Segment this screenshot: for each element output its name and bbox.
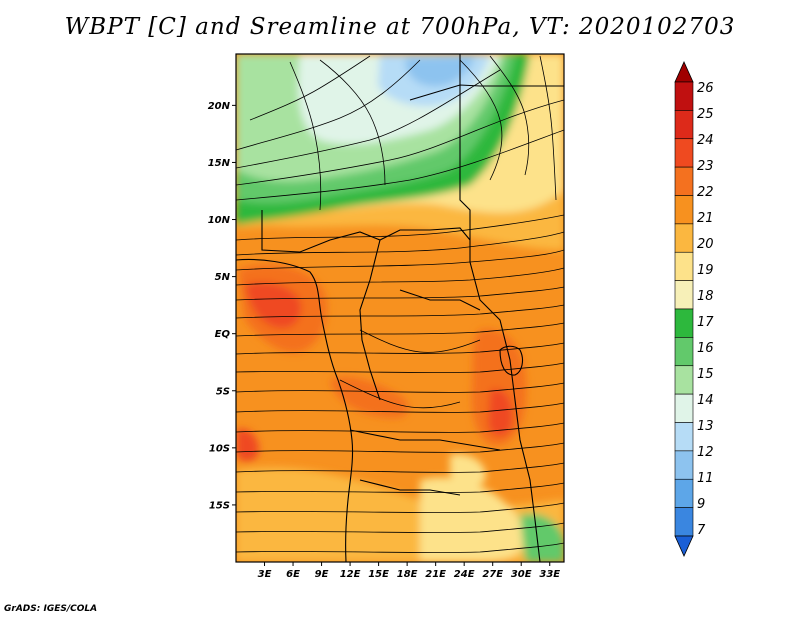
longitude-axis: 3E 6E 9E 12E 15E 18E 21E 24E 27E 30E 33E bbox=[258, 562, 560, 580]
lat-tick-label: EQ bbox=[215, 329, 231, 340]
colorbar-segment bbox=[674, 393, 694, 423]
colorbar-label: 21 bbox=[697, 211, 714, 226]
colorbar-segment bbox=[674, 478, 694, 508]
lon-tick-label: 24E bbox=[454, 569, 475, 580]
map-frame bbox=[235, 53, 565, 563]
colorbar-segment bbox=[674, 280, 694, 310]
colorbar-label: 24 bbox=[697, 133, 714, 148]
colorbar-label: 20 bbox=[697, 237, 714, 252]
colorbar-segment bbox=[674, 195, 694, 225]
colorbar-segment bbox=[674, 337, 694, 367]
colorbar-segment bbox=[674, 507, 694, 537]
colorbar-segment bbox=[674, 223, 694, 253]
colorbar-segment bbox=[674, 422, 694, 452]
lat-tick-label: 15N bbox=[208, 158, 231, 169]
grads-credit: GrADS: IGES/COLA bbox=[4, 604, 98, 614]
wbpt-shading bbox=[236, 54, 564, 562]
colorbar-label: 22 bbox=[697, 185, 714, 200]
lat-tick-label: 5S bbox=[216, 386, 230, 397]
colorbar-segment bbox=[674, 450, 694, 480]
colorbar-top-triangle bbox=[674, 61, 694, 83]
colorbar-label: 9 bbox=[697, 497, 705, 512]
colorbar-label: 23 bbox=[697, 159, 714, 174]
lon-tick-label: 18E bbox=[397, 569, 418, 580]
colorbar-label: 17 bbox=[697, 315, 714, 330]
lon-tick-label: 21E bbox=[425, 569, 446, 580]
streamlines bbox=[236, 55, 564, 553]
colorbar-label: 19 bbox=[697, 263, 714, 278]
colorbar-label: 11 bbox=[697, 471, 714, 486]
lat-tick-label: 10N bbox=[208, 215, 231, 226]
latitude-axis: 20N 15N 10N 5N EQ 5S 10S 15S bbox=[208, 101, 236, 511]
colorbar-segment bbox=[674, 365, 694, 395]
lat-tick-label: 5N bbox=[215, 272, 231, 283]
lon-tick-label: 30E bbox=[511, 569, 532, 580]
colorbar-segment bbox=[674, 81, 694, 111]
lon-tick-label: 12E bbox=[340, 569, 361, 580]
lat-tick-label: 15S bbox=[209, 500, 230, 511]
lon-tick-label: 9E bbox=[315, 569, 329, 580]
colorbar-segment bbox=[674, 166, 694, 196]
colorbar-label: 25 bbox=[697, 107, 714, 122]
country-borders bbox=[236, 54, 564, 562]
colorbar-segment bbox=[674, 308, 694, 338]
lon-tick-label: 6E bbox=[286, 569, 300, 580]
colorbar-segment bbox=[674, 110, 694, 140]
colorbar-bottom-triangle bbox=[674, 535, 694, 557]
colorbar-segment bbox=[674, 138, 694, 168]
colorbar-label: 26 bbox=[697, 81, 714, 96]
lat-tick-label: 20N bbox=[208, 101, 231, 112]
colorbar-segment bbox=[674, 251, 694, 281]
colorbar-label: 15 bbox=[697, 367, 714, 382]
colorbar-label: 7 bbox=[697, 523, 706, 538]
lon-tick-label: 3E bbox=[258, 569, 272, 580]
lon-tick-label: 27E bbox=[482, 569, 503, 580]
colorbar-label: 13 bbox=[697, 419, 714, 434]
colorbar-label: 12 bbox=[697, 445, 714, 460]
colorbar-label: 14 bbox=[697, 393, 714, 408]
colorbar: 26 25 24 23 22 21 20 19 18 17 16 15 14 13 12 11 9 7 bbox=[674, 61, 714, 557]
lat-tick-label: 10S bbox=[209, 443, 230, 454]
lon-tick-label: 33E bbox=[539, 569, 560, 580]
lon-tick-label: 15E bbox=[368, 569, 389, 580]
colorbar-label: 18 bbox=[697, 289, 714, 304]
colorbar-label: 16 bbox=[697, 341, 714, 356]
chart-title: WBPT [C] and Sreamline at 700hPa, VT: 20… bbox=[64, 14, 736, 40]
